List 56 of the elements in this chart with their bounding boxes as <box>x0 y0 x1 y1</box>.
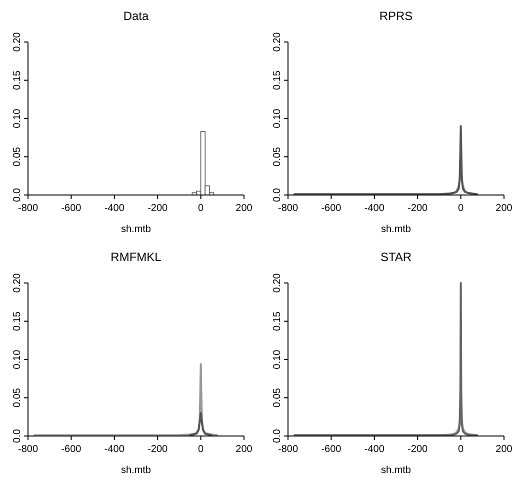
y-tick-label: 0.15 <box>272 70 283 90</box>
x-tick-label: 0 <box>198 203 204 214</box>
y-tick-label: 0.10 <box>272 349 283 370</box>
y-tick-label: 0.10 <box>12 108 23 128</box>
chart-title: Data <box>123 9 149 23</box>
x-axis-title: sh.mtb <box>120 224 152 235</box>
x-tick-label: -800 <box>18 203 38 214</box>
y-tick-label: 0.05 <box>12 146 23 166</box>
line-series <box>293 282 478 436</box>
x-tick-label: -400 <box>364 444 385 455</box>
x-tick-label: -600 <box>61 203 82 214</box>
x-tick-label: -400 <box>364 203 385 214</box>
x-tick-label: -600 <box>321 444 342 455</box>
x-tick-label: -400 <box>104 203 125 214</box>
x-tick-label: 0 <box>458 444 464 455</box>
x-tick-label: -800 <box>278 203 298 214</box>
y-tick-label: 0.05 <box>272 388 283 408</box>
y-tick-label: 0.0 <box>272 428 283 443</box>
x-tick-label: 200 <box>236 203 253 214</box>
x-axis-title: sh.mtb <box>380 224 412 235</box>
x-tick-label: -400 <box>104 444 125 455</box>
x-axis-title: sh.mtb <box>380 465 412 476</box>
y-tick-label: 0.0 <box>12 188 23 202</box>
x-tick-label: -600 <box>61 444 82 455</box>
x-tick-label: -200 <box>148 203 168 214</box>
x-tick-label: -200 <box>408 203 428 214</box>
x-tick-label: -800 <box>278 444 298 455</box>
x-tick-label: -200 <box>408 444 428 455</box>
x-tick-label: -800 <box>18 444 38 455</box>
line-series <box>189 412 213 436</box>
y-tick-label: 0.20 <box>12 272 23 293</box>
line-series <box>293 125 478 196</box>
y-tick-label: 0.0 <box>12 428 23 443</box>
x-axis-title: sh.mtb <box>120 465 152 476</box>
x-tick-label: 0 <box>458 203 464 214</box>
x-tick-label: 0 <box>198 444 204 455</box>
y-tick-label: 0.15 <box>272 311 283 331</box>
y-tick-label: 0.20 <box>272 32 283 52</box>
x-tick-label: 200 <box>496 203 513 214</box>
y-tick-label: 0.10 <box>12 349 23 370</box>
x-tick-label: -200 <box>148 444 168 455</box>
chart-title: RPRS <box>379 9 413 23</box>
y-tick-label: 0.15 <box>12 70 23 90</box>
x-tick-label: 200 <box>496 444 513 455</box>
y-tick-label: 0.10 <box>272 108 283 128</box>
x-tick-label: -600 <box>321 203 342 214</box>
y-tick-label: 0.20 <box>12 32 23 52</box>
chart-title: RMFMKL <box>110 250 162 264</box>
line-series <box>33 363 218 436</box>
x-tick-label: 200 <box>236 444 253 455</box>
y-tick-label: 0.0 <box>272 188 283 202</box>
y-tick-label: 0.15 <box>12 311 23 331</box>
y-tick-label: 0.05 <box>272 146 283 166</box>
y-tick-label: 0.20 <box>272 272 283 293</box>
chart-title: STAR <box>380 250 412 264</box>
y-tick-label: 0.05 <box>12 388 23 408</box>
